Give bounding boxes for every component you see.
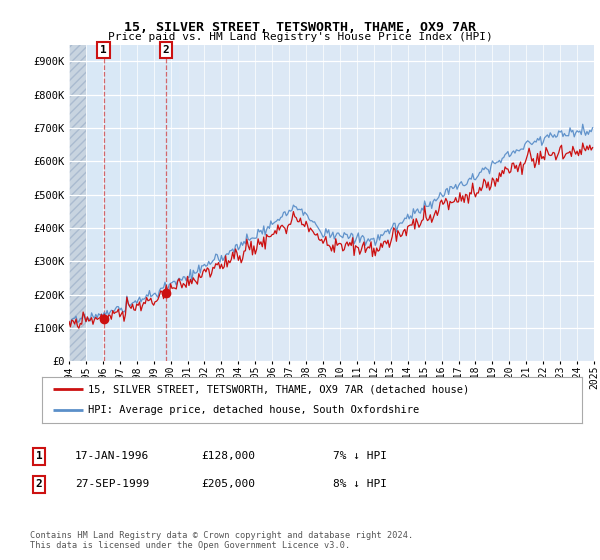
Text: HPI: Average price, detached house, South Oxfordshire: HPI: Average price, detached house, Sout… xyxy=(88,405,419,416)
Text: 15, SILVER STREET, TETSWORTH, THAME, OX9 7AR: 15, SILVER STREET, TETSWORTH, THAME, OX9… xyxy=(124,21,476,34)
Bar xyxy=(69,45,86,361)
Text: £128,000: £128,000 xyxy=(201,451,255,461)
Text: 15, SILVER STREET, TETSWORTH, THAME, OX9 7AR (detached house): 15, SILVER STREET, TETSWORTH, THAME, OX9… xyxy=(88,384,469,394)
Text: 2: 2 xyxy=(163,45,170,55)
Text: 17-JAN-1996: 17-JAN-1996 xyxy=(75,451,149,461)
Text: £205,000: £205,000 xyxy=(201,479,255,489)
Text: 1: 1 xyxy=(100,45,107,55)
Text: 1: 1 xyxy=(35,451,43,461)
Text: 7% ↓ HPI: 7% ↓ HPI xyxy=(333,451,387,461)
Text: Contains HM Land Registry data © Crown copyright and database right 2024.
This d: Contains HM Land Registry data © Crown c… xyxy=(30,530,413,550)
Bar xyxy=(86,45,179,361)
Text: 27-SEP-1999: 27-SEP-1999 xyxy=(75,479,149,489)
Text: Price paid vs. HM Land Registry's House Price Index (HPI): Price paid vs. HM Land Registry's House … xyxy=(107,32,493,43)
Text: 2: 2 xyxy=(35,479,43,489)
Text: 8% ↓ HPI: 8% ↓ HPI xyxy=(333,479,387,489)
